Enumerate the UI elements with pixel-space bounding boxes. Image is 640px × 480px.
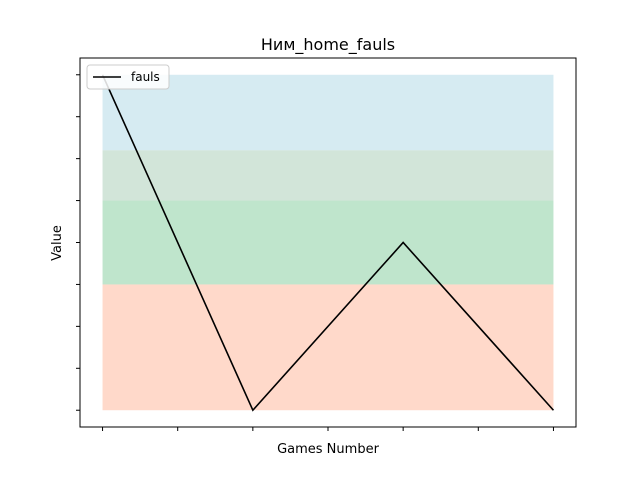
band-1 [102,200,554,285]
band-2 [102,150,554,201]
series-line-fauls [101,74,555,412]
band-0 [102,284,554,411]
legend: fauls [86,64,170,90]
chart-title: Ним_home_fauls [261,35,395,55]
band-3 [102,74,554,151]
x-axis-label: Games Number [277,442,379,457]
legend-box [86,64,170,90]
legend-label-fauls: fauls [131,70,160,84]
background-bands [102,74,554,411]
y-axis-ticks [76,74,80,411]
y-axis-label: Value [50,225,65,261]
x-axis-ticks [102,427,554,431]
series-lines [101,74,555,412]
